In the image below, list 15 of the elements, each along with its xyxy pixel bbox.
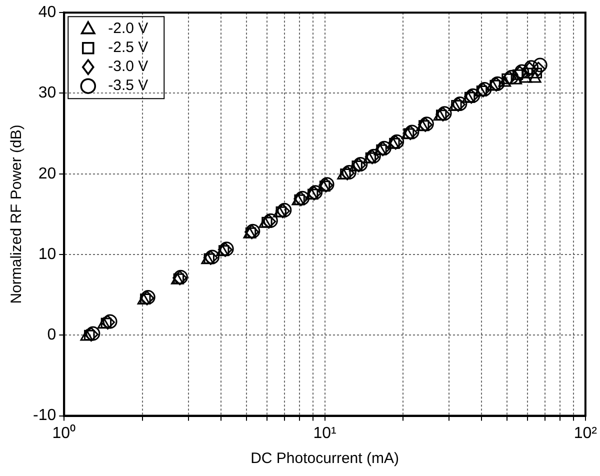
y-tick-label: 0 (47, 326, 56, 344)
y-tick-label: -10 (33, 407, 56, 424)
y-tick-label: 20 (38, 165, 56, 182)
y-tick-label: 30 (38, 84, 56, 102)
legend-label: -3.5 V (108, 77, 148, 94)
x-tick-label: 10² (574, 424, 598, 442)
legend-label: -3.0 V (108, 58, 148, 76)
x-tick-label: 10⁰ (52, 424, 76, 442)
x-tick-label: 10¹ (313, 424, 336, 442)
y-axis-title: Normalized RF Power (dB) (8, 124, 26, 304)
legend-label: -2.0 V (108, 20, 148, 38)
y-tick-label: 40 (38, 4, 56, 22)
y-tick-label: 10 (38, 246, 56, 263)
legend-label: -2.5 V (108, 39, 148, 56)
x-axis-title: DC Photocurrent (mA) (250, 450, 399, 468)
